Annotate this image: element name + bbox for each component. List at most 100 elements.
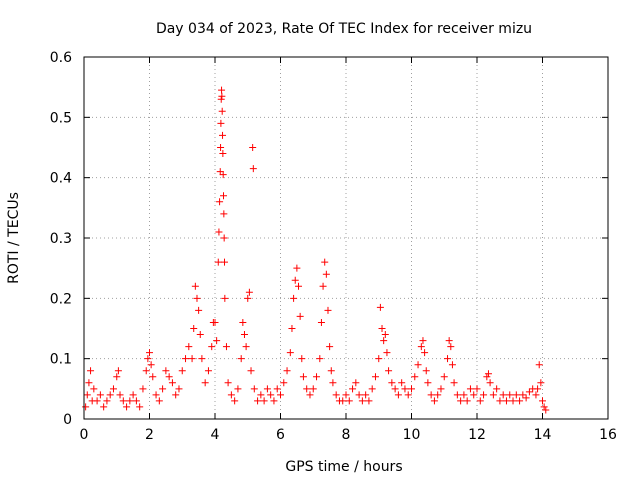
data-point — [129, 391, 137, 399]
data-point — [126, 397, 134, 405]
data-point — [100, 403, 108, 411]
data-point — [185, 343, 193, 351]
data-point — [430, 397, 438, 405]
data-point — [222, 343, 230, 351]
x-axis-label: GPS time / hours — [285, 459, 402, 475]
data-point — [296, 312, 304, 320]
data-point — [85, 379, 93, 387]
data-point — [245, 288, 253, 296]
data-point — [182, 355, 190, 363]
data-point — [329, 379, 337, 387]
data-point — [172, 391, 180, 399]
data-point — [142, 367, 150, 375]
data-point — [109, 385, 117, 393]
data-point — [493, 385, 501, 393]
data-point — [217, 95, 225, 103]
data-point — [444, 355, 452, 363]
data-point — [191, 282, 199, 290]
data-point — [453, 391, 461, 399]
data-point — [365, 397, 373, 405]
data-point — [239, 318, 247, 326]
data-point — [339, 397, 347, 405]
data-point — [119, 397, 127, 405]
data-point — [445, 337, 453, 345]
data-point — [195, 306, 203, 314]
data-point — [480, 391, 488, 399]
data-point — [208, 343, 216, 351]
data-point — [534, 385, 542, 393]
data-point — [398, 379, 406, 387]
data-point — [539, 397, 546, 405]
data-point — [295, 282, 303, 290]
data-point — [489, 391, 497, 399]
data-point — [144, 355, 152, 363]
data-point — [168, 379, 176, 387]
data-point — [326, 343, 334, 351]
data-point — [352, 379, 360, 387]
data-point — [437, 385, 445, 393]
data-point — [427, 391, 435, 399]
data-point — [419, 337, 427, 345]
data-point — [324, 306, 332, 314]
x-tick-label: 6 — [276, 427, 285, 443]
data-point — [123, 403, 131, 411]
data-point — [394, 391, 402, 399]
data-point — [319, 282, 327, 290]
data-point — [273, 385, 281, 393]
data-point — [512, 391, 520, 399]
data-point — [277, 391, 284, 399]
data-point — [257, 391, 265, 399]
y-tick-label: 0.2 — [50, 291, 72, 307]
data-point — [499, 391, 507, 399]
data-point — [178, 367, 186, 375]
y-tick-label: 0.1 — [50, 352, 72, 368]
data-point — [466, 385, 474, 393]
data-point — [327, 367, 335, 375]
data-point — [411, 373, 419, 381]
data-point — [188, 355, 196, 363]
data-point — [175, 385, 183, 393]
data-point — [355, 391, 363, 399]
axis-ticks: 0 2 4 6 8 10 12 14 16 0 0.1 0.2 0.3 0.4 0.5 0.6 — [50, 50, 617, 443]
data-point — [83, 391, 91, 399]
data-point — [404, 391, 412, 399]
data-point — [152, 391, 160, 399]
data-point — [440, 373, 448, 381]
data-point — [218, 107, 226, 115]
data-point — [147, 361, 155, 369]
data-point — [460, 391, 468, 399]
data-point — [470, 391, 478, 399]
x-tick-label: 8 — [342, 427, 351, 443]
data-point — [522, 394, 530, 402]
data-point — [349, 385, 357, 393]
data-point — [383, 349, 391, 357]
data-point — [149, 373, 157, 381]
x-tick-label: 2 — [145, 427, 154, 443]
data-point — [291, 276, 299, 284]
data-point — [540, 403, 548, 411]
data-point — [502, 397, 510, 405]
data-point — [159, 385, 167, 393]
data-point — [244, 294, 252, 302]
data-point — [162, 367, 170, 375]
data-point — [270, 397, 278, 405]
data-point — [313, 373, 321, 381]
data-point — [463, 397, 471, 405]
data-point — [90, 385, 98, 393]
x-tick-label: 0 — [80, 427, 89, 443]
data-point — [220, 234, 228, 242]
x-tick-label: 4 — [211, 427, 220, 443]
data-point — [290, 294, 298, 302]
data-point — [506, 391, 514, 399]
data-point — [231, 397, 239, 405]
data-point — [218, 86, 226, 94]
data-point — [213, 337, 221, 345]
data-point — [298, 355, 306, 363]
data-point — [496, 397, 504, 405]
data-point — [316, 355, 324, 363]
data-point — [391, 385, 399, 393]
data-point — [378, 325, 386, 332]
data-point — [87, 367, 95, 375]
y-tick-label: 0.5 — [50, 110, 72, 126]
